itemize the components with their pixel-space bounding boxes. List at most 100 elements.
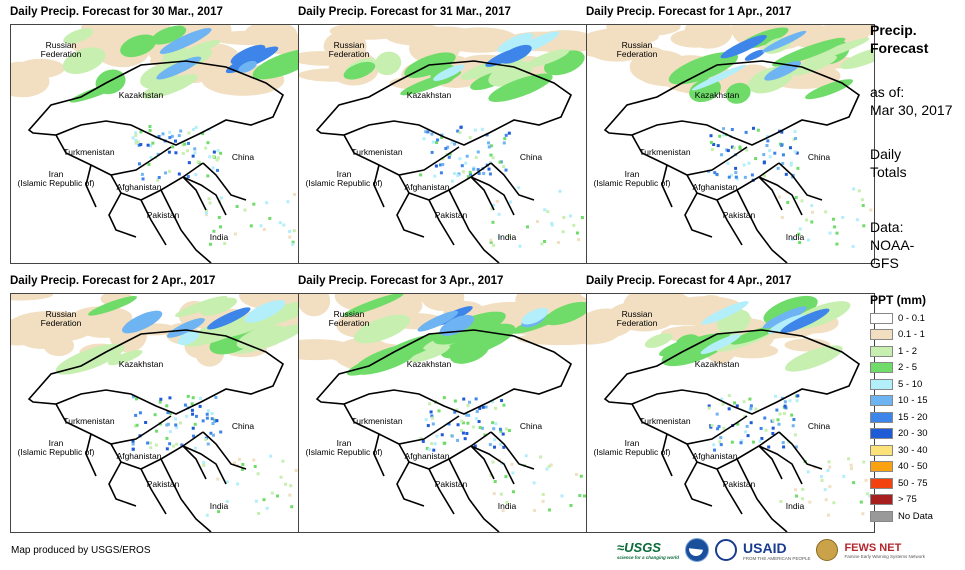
precip-area: [183, 315, 255, 347]
precip-cell: [794, 445, 798, 449]
precip-cell: [294, 468, 298, 472]
precip-cell: [508, 234, 512, 238]
precip-cell: [179, 421, 183, 425]
precip-cell: [450, 434, 454, 438]
precip-cell: [778, 142, 782, 146]
precip-cell: [784, 172, 788, 176]
precip-cell: [712, 443, 716, 447]
precip-area: [500, 44, 532, 64]
precip-cell: [505, 500, 509, 504]
precip-area: [433, 311, 506, 345]
precip-area: [805, 79, 853, 100]
precip-cell: [461, 431, 465, 435]
legend-swatch: [870, 477, 893, 489]
precip-cell: [498, 427, 502, 431]
precip-cell: [771, 418, 775, 422]
precip-cell: [168, 396, 172, 400]
precip-cell: [177, 134, 181, 138]
precip-cell: [136, 140, 140, 144]
precip-cell: [257, 512, 261, 516]
precip-cell: [738, 146, 742, 150]
precip-cell: [468, 170, 472, 174]
country-label-turkmenistan: Turkmenistan: [351, 147, 403, 157]
precip-cell: [727, 394, 731, 398]
precip-cell: [461, 170, 465, 174]
legend-label: No Data: [898, 510, 933, 522]
precip-cell: [168, 130, 172, 134]
precip-cell: [794, 196, 798, 200]
precip-cell: [740, 439, 744, 443]
precip-cell: [736, 422, 740, 426]
precip-cell: [517, 186, 521, 190]
precip-cell: [468, 136, 472, 140]
precip-cell: [781, 161, 785, 165]
precip-cell: [440, 135, 444, 139]
map-canvas: [299, 25, 586, 263]
country-borders: [603, 60, 861, 263]
precip-cell: [191, 396, 195, 400]
precip-cell: [800, 199, 804, 203]
legend-label: 5 - 10: [898, 378, 923, 390]
country-label-pakistan: Pakistan: [434, 479, 468, 489]
precip-cell: [507, 429, 511, 433]
precip-cell: [161, 132, 165, 136]
precip-area: [175, 295, 228, 317]
precip-cell: [171, 145, 175, 149]
precip-cell: [170, 134, 174, 138]
precip-cell: [499, 442, 503, 446]
precip-cell: [493, 438, 497, 442]
precip-cell: [784, 406, 788, 410]
precip-cell: [781, 153, 785, 157]
precip-cell: [810, 210, 814, 214]
precip-cell: [719, 436, 723, 440]
precip-area: [440, 323, 516, 359]
country-label-iran: Iran (Islamic Republic of): [17, 438, 95, 457]
precip-cell: [489, 238, 493, 242]
precip-cell: [151, 141, 155, 145]
precip-cell: [831, 217, 835, 221]
precip-cell: [489, 144, 493, 148]
precip-cell: [718, 440, 722, 444]
precip-cell: [868, 494, 872, 498]
precip-cell: [742, 400, 746, 404]
precip-cell: [219, 225, 223, 229]
country-borders: [603, 329, 861, 532]
precip-cell: [835, 242, 839, 246]
legend-label: 40 - 50: [898, 461, 928, 472]
country-label-iran: Iran (Islamic Republic of): [305, 438, 383, 457]
precip-area: [11, 65, 50, 98]
precip-cell: [419, 437, 423, 441]
precip-cell: [491, 220, 495, 224]
precip-cell: [186, 141, 190, 145]
precip-cell: [146, 143, 150, 147]
precip-cell: [462, 397, 466, 401]
precip-cell: [265, 506, 269, 510]
precip-cell: [165, 436, 169, 440]
precip-cell: [789, 163, 793, 167]
country-label-kazakhstan: Kazakhstan: [118, 90, 164, 100]
country-label-india: India: [209, 232, 229, 242]
as-of-date: Mar 30, 2017: [870, 102, 953, 118]
precip-cell: [430, 132, 434, 136]
precip-area: [238, 60, 257, 73]
precip-cell: [165, 447, 169, 451]
precip-cell: [487, 167, 491, 171]
precip-cell: [193, 151, 197, 155]
precip-area: [122, 310, 163, 334]
precip-cell: [726, 161, 730, 165]
precip-cell: [225, 480, 229, 484]
precip-cell: [430, 442, 434, 446]
precip-cell: [159, 397, 163, 401]
precip-cell: [720, 397, 724, 401]
precip-cell: [783, 400, 787, 404]
precip-cell: [171, 444, 175, 448]
precip-cell: [206, 141, 210, 145]
precip-area: [80, 25, 171, 38]
precip-cell: [824, 210, 828, 214]
precip-cell: [206, 174, 210, 178]
precip-area: [767, 314, 806, 334]
legend-label: 20 - 30: [898, 428, 928, 439]
precip-cell: [575, 231, 579, 235]
precip-cell: [560, 494, 564, 498]
precip-cell: [747, 161, 751, 165]
